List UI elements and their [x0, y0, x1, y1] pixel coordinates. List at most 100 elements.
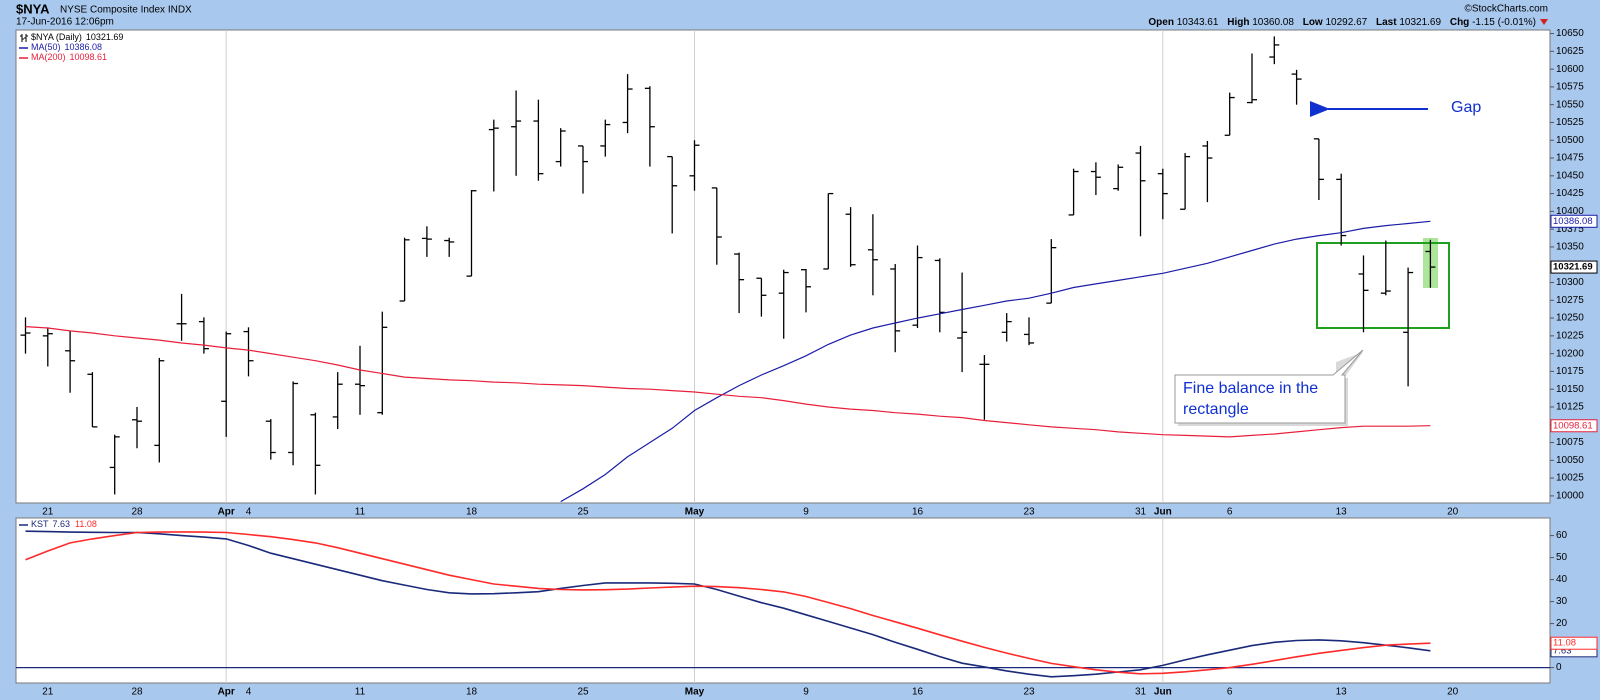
y-tick-label: 10050 [1556, 455, 1584, 466]
quote-label: Last [1376, 17, 1397, 28]
y-tick-label: 10225 [1556, 330, 1584, 341]
callout-text: Fine balance in the [1183, 380, 1318, 397]
y-tick-label: 10475 [1556, 153, 1584, 164]
x-tick-label: Jun [1154, 687, 1172, 698]
x-tick-label: 25 [577, 687, 589, 698]
y-tick-label: 10025 [1556, 473, 1584, 484]
kst-panel [15, 517, 1551, 684]
legend-value: 10098.61 [70, 52, 108, 62]
legend-value: 10321.69 [86, 32, 124, 42]
y-tick-label: 50 [1556, 552, 1568, 563]
quote-change: -1.15 (-0.01%) [1472, 17, 1536, 28]
callout-text: rectangle [1183, 401, 1249, 418]
y-tick-label: 20 [1556, 618, 1568, 629]
series-line [25, 326, 1431, 438]
last-value-box [1550, 260, 1598, 274]
x-tick-label: 11 [355, 687, 366, 698]
y-tick-label: 60 [1556, 530, 1568, 541]
gap-annotation: Gap [1451, 99, 1481, 116]
y-tick-label: 10650 [1556, 28, 1584, 39]
x-tick-label: 20 [1447, 507, 1459, 518]
x-tick-label: 23 [1023, 507, 1035, 518]
x-tick-label: 9 [803, 507, 809, 518]
y-tick-label: 10575 [1556, 82, 1584, 93]
y-tick-label: 10075 [1556, 437, 1584, 448]
x-tick-label: 23 [1023, 687, 1035, 698]
legend-entry: MA(200) 10098.61 [31, 52, 107, 62]
x-tick-label: 21 [42, 507, 54, 518]
x-tick-label: 18 [466, 507, 478, 518]
x-tick-label: 16 [912, 507, 924, 518]
quote-label: Low [1303, 17, 1323, 28]
y-tick-label: 10200 [1556, 348, 1584, 359]
y-tick-label: 10400 [1556, 206, 1584, 217]
x-tick-label: 4 [246, 507, 252, 518]
legend-value: 10386.08 [65, 42, 103, 52]
y-tick-label: 40 [1556, 574, 1568, 585]
down-indicator [1540, 19, 1548, 25]
x-tick-label: 31 [1135, 687, 1147, 698]
series-line [560, 220, 1431, 503]
x-tick-label: May [685, 687, 705, 698]
balance-rectangle [1316, 242, 1450, 329]
last-value-label: 10098.61 [1553, 420, 1593, 431]
x-tick-label: May [685, 507, 705, 518]
x-tick-label: 11 [355, 507, 366, 518]
x-tick-label: Apr [218, 687, 235, 698]
x-tick-label: 25 [577, 507, 589, 518]
y-tick-label: 10350 [1556, 242, 1584, 253]
x-tick-label: 18 [466, 687, 478, 698]
last-value-label: 7.63 [1553, 645, 1572, 656]
copyright: ©StockCharts.com [1464, 4, 1548, 15]
quote-label: Chg [1450, 17, 1469, 28]
legend-name: KST [31, 519, 49, 529]
x-tick-label: 31 [1135, 507, 1147, 518]
y-tick-label: 10625 [1556, 46, 1584, 57]
y-tick-label: 10150 [1556, 384, 1584, 395]
x-tick-label: 13 [1336, 687, 1348, 698]
x-tick-label: 4 [246, 687, 252, 698]
symbol: $NYA [16, 1, 50, 16]
x-tick-label: 21 [42, 687, 54, 698]
y-tick-label: 10000 [1556, 491, 1584, 502]
x-tick-label: 28 [131, 507, 143, 518]
legend-entry: $NYA (Daily) 10321.69 [31, 32, 123, 42]
quote-value: 10360.08 [1252, 17, 1294, 28]
y-tick-label: 10550 [1556, 99, 1584, 110]
y-tick-label: 10250 [1556, 313, 1584, 324]
series-line [25, 531, 1431, 675]
legend-icon [20, 34, 28, 42]
y-tick-label: 10425 [1556, 188, 1584, 199]
last-value-box [1550, 214, 1598, 228]
y-tick-label: 10175 [1556, 366, 1584, 377]
y-tick-label: 10300 [1556, 277, 1584, 288]
x-tick-label: Jun [1154, 507, 1172, 518]
legend-name: MA(50) [31, 42, 61, 52]
price-panel [15, 29, 1551, 504]
last-value-label: 10321.69 [1553, 262, 1593, 273]
series-line [25, 530, 1431, 678]
plot-area [20, 36, 1436, 503]
x-tick-label: 20 [1447, 687, 1459, 698]
y-tick-label: 10600 [1556, 64, 1584, 75]
legend-value: 11.08 [75, 519, 97, 529]
legend-entry: KST 7.63 11.08 [31, 519, 97, 529]
legend-entry: MA(50) 10386.08 [31, 42, 102, 52]
legend-value: 7.63 [53, 519, 71, 529]
quote: Open 10343.61 High 10360.08 Low 10292.67… [1148, 17, 1536, 28]
x-tick-label: 6 [1227, 687, 1233, 698]
y-tick-label: 10275 [1556, 295, 1584, 306]
x-tick-label: 13 [1336, 507, 1348, 518]
x-tick-label: 9 [803, 687, 809, 698]
x-tick-label: 6 [1227, 507, 1233, 518]
last-value-label: 10386.08 [1553, 216, 1593, 227]
legend-name: MA(200) [31, 52, 66, 62]
callout-box [1174, 349, 1364, 424]
index-name: NYSE Composite Index INDX [60, 5, 192, 16]
last-value-box [1550, 636, 1598, 650]
last-value-label: 11.08 [1553, 638, 1576, 649]
y-tick-label: 10450 [1556, 170, 1584, 181]
quote-value: 10292.67 [1326, 17, 1368, 28]
quote-value: 10321.69 [1399, 17, 1441, 28]
y-tick-label: 10500 [1556, 135, 1584, 146]
